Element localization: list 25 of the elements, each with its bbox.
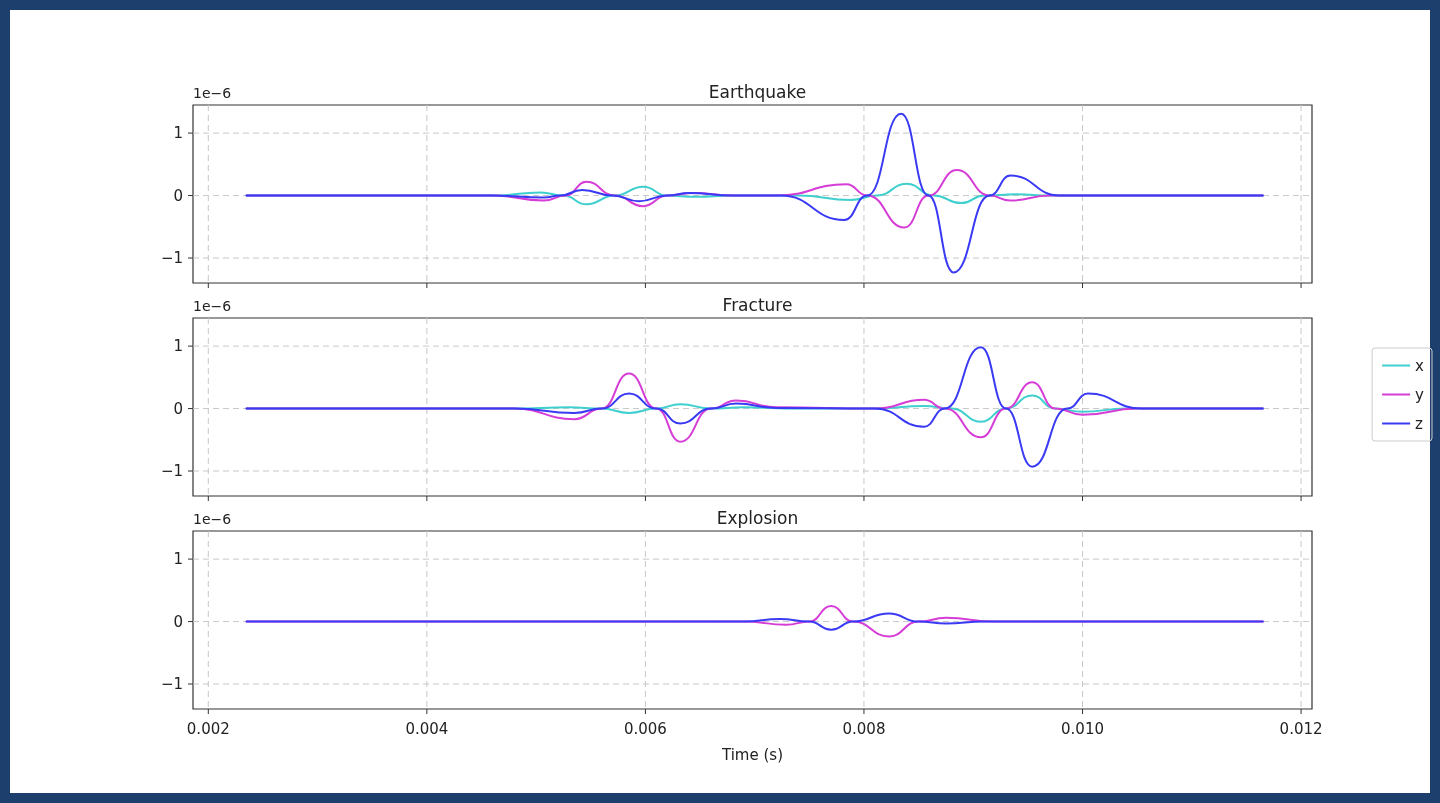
x-tick-label: 0.002	[186, 719, 230, 738]
y-tick-label: −1	[160, 462, 183, 481]
chart-title: Fracture	[722, 294, 793, 315]
y-tick-label: −1	[160, 675, 183, 694]
y-tick-label: 1	[173, 550, 183, 569]
y-tick-label: 1	[173, 124, 183, 143]
text: 1e−6	[193, 85, 232, 101]
chart-title: Explosion	[716, 507, 799, 528]
x-axis-title: Time (s)	[721, 745, 783, 764]
legend-label: x	[1415, 356, 1425, 375]
text: 1e−6	[193, 511, 232, 527]
y-tick-label: 1	[173, 337, 183, 356]
x-tick-label: 0.010	[1061, 719, 1104, 738]
x-tick-label: 0.004	[405, 719, 449, 738]
x-tick-label: 0.006	[623, 719, 667, 738]
y-tick-label: −1	[160, 249, 183, 268]
x-tick-label: 0.012	[1279, 719, 1323, 738]
x-tick-label: 0.008	[842, 719, 886, 738]
legend-label: y	[1415, 385, 1425, 404]
y-tick-label: 0	[173, 399, 183, 418]
text: 1e−6	[193, 298, 232, 314]
legend-label: z	[1415, 414, 1424, 433]
chart-title: Earthquake	[708, 81, 807, 102]
y-tick-label: 0	[173, 186, 183, 205]
y-tick-label: 0	[173, 612, 183, 631]
